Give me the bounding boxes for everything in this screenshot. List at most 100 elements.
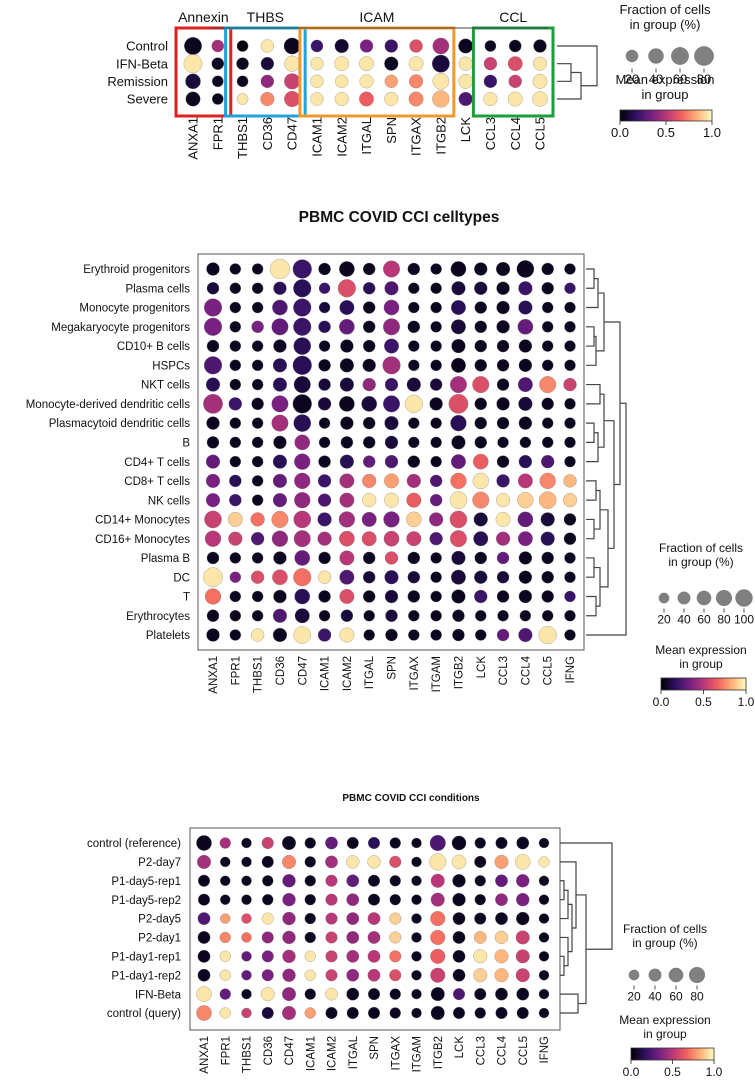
dot-marker [540,512,555,527]
dendrogram-branch [560,880,565,901]
dot-marker [196,835,212,851]
dot-marker [293,376,311,394]
dot-marker [325,912,338,925]
dot-marker [273,339,287,353]
dot-marker [206,551,220,565]
dot-marker [404,394,423,413]
dot-marker [241,988,252,1000]
dot-marker [430,301,442,314]
row-label: P1-day1-rep1 [111,951,181,963]
legend-fraction-tick: 20 [627,990,641,1004]
dot-marker [271,414,289,432]
dot-marker [346,987,360,1001]
dot-marker [430,1006,445,1020]
dot-marker [408,282,420,294]
dot-marker [564,359,576,371]
dot-marker [219,950,231,962]
legend-size-dot [648,48,664,64]
dot-marker [310,39,324,53]
dot-marker [318,417,331,429]
dot-marker [197,931,211,944]
dot-marker [271,395,289,413]
dot-marker [541,551,554,565]
dot-marker [339,627,355,643]
dot-marker [452,931,466,944]
dot-marker [212,93,224,105]
dendrogram-branch [604,420,615,549]
dot-marker [206,339,220,353]
dot-marker [363,610,375,622]
dot-marker [227,511,243,527]
dot-marker [564,436,576,449]
dot-marker [346,893,360,907]
dot-marker [211,39,225,53]
row-label: Monocyte progenitors [79,303,190,315]
dot-marker [272,493,287,508]
dot-marker [496,378,510,391]
dot-marker [383,395,400,413]
dot-marker [229,590,241,603]
dot-marker [542,340,554,352]
dot-marker [406,531,422,547]
dot-marker [496,531,511,546]
dot-marker [452,988,465,1001]
dot-marker [236,93,249,105]
dot-marker [359,56,374,72]
dot-marker [325,987,338,1001]
group-label: ICAM [359,9,394,25]
group-label: THBS [247,9,284,25]
dot-marker [204,588,222,605]
dot-marker [197,968,211,982]
dot-marker [383,530,400,547]
dot-marker [282,892,296,907]
dot-marker [318,551,331,565]
dot-marker [532,73,548,89]
dot-marker [563,513,577,526]
dot-marker [317,474,332,488]
panel-ligand-families: Control IFN-Beta Remission Severe ANXA1 FPR1 T… [107,2,721,160]
panel-title-conditions: PBMC COVID CCI conditions [342,793,480,804]
dot-marker [310,57,324,71]
gene-tick-label: CCL3 [498,656,510,685]
dot-marker [334,56,350,72]
dot-marker [241,894,252,905]
dot-marker [220,894,231,905]
legend-mean-title: Mean expression [619,1013,710,1027]
dot-marker [206,628,220,642]
dot-marker [337,279,356,298]
dot-marker [261,1007,274,1020]
legend-mean-title: in group [642,87,689,102]
dot-marker [362,358,376,372]
dot-marker [272,299,288,316]
dot-marker [538,988,550,1000]
dot-marker [292,355,312,375]
row-label: P1-day1-rep2 [111,970,181,982]
dot-marker [564,455,576,468]
dot-marker [251,359,264,371]
dot-marker [261,912,274,925]
dot-marker [518,627,533,643]
row-label: CD14+ Monocytes [95,515,190,527]
dot-marker [205,473,221,488]
dot-marker [203,317,223,336]
dot-marker [538,1007,550,1019]
dot-marker [362,301,376,314]
dot-marker [515,930,530,945]
dot-marker [362,262,376,276]
legend-fraction-tick: 100 [734,613,754,627]
dot-marker [272,608,287,623]
dot-marker [474,837,486,849]
dot-marker [450,569,466,585]
dot-marker [563,532,577,545]
dot-marker [451,338,466,354]
gene-tick-label: CCL5 [543,656,555,685]
dot-marker [325,836,338,850]
gene-tick-label: LCK [458,117,473,143]
dot-marker [338,511,355,528]
row-dendrogram [586,268,627,636]
gene-tick-label: IFNG [565,656,577,684]
dot-marker [339,318,355,335]
dot-marker [367,968,381,982]
dot-marker [472,472,489,490]
legend-fraction-tick: 80 [690,990,704,1004]
